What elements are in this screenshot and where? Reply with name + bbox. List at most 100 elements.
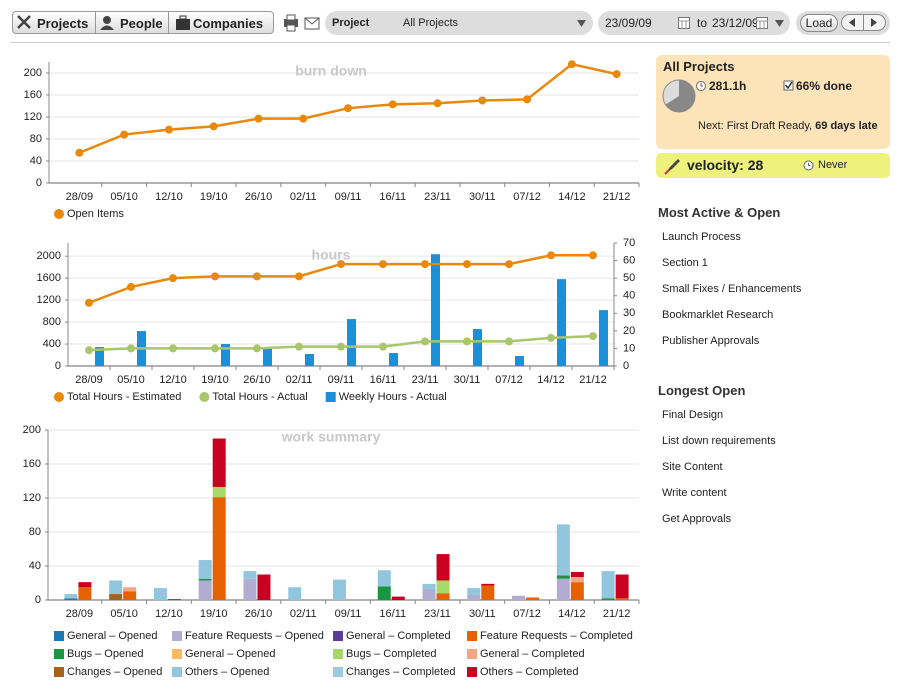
y-tick-label: 80	[30, 133, 42, 145]
y-tick-label: 0	[35, 594, 41, 606]
bar-segment	[422, 583, 436, 589]
rocket-icon	[664, 159, 680, 175]
project-link[interactable]: Site Content	[662, 461, 723, 473]
bar-segment	[556, 575, 570, 579]
series-point	[75, 148, 84, 157]
legend-label: Others – Completed	[480, 666, 578, 678]
next-text: Next: First Draft Ready,	[698, 120, 813, 132]
legend-swatch	[54, 667, 64, 677]
project-link[interactable]: Launch Process	[662, 231, 741, 243]
legend-swatch	[333, 667, 343, 677]
series-point	[388, 100, 397, 109]
bar-segment	[198, 580, 212, 600]
x-tick-label: 09/11	[335, 191, 362, 203]
y-tick-label: 400	[43, 338, 61, 350]
legend-label: Total Hours - Estimated	[67, 391, 181, 403]
dropdown-arrow	[577, 20, 586, 27]
y2-tick-label: 40	[623, 290, 635, 302]
project-link[interactable]: Section 1	[662, 257, 708, 269]
bar-segment	[570, 571, 584, 578]
x-tick-label: 21/12	[579, 374, 607, 386]
x-tick-label: 23/11	[424, 608, 451, 620]
project-link[interactable]: Final Design	[662, 409, 724, 421]
x-tick-label: 07/12	[495, 374, 523, 386]
x-tick-label: 16/11	[370, 374, 397, 386]
x-tick-label: 14/12	[558, 191, 586, 203]
date-from[interactable]: 23/09/09	[605, 16, 652, 30]
y-tick-label: 0	[36, 177, 42, 189]
x-tick-label: 21/12	[603, 608, 631, 620]
project-link[interactable]: Small Fixes / Enhancements	[662, 283, 802, 295]
summary-icons	[696, 80, 794, 91]
clock-icon	[803, 160, 814, 171]
series-point	[567, 60, 576, 69]
date-sep: to	[697, 16, 708, 30]
y-tick-label: 200	[24, 67, 42, 79]
nav-buttons[interactable]	[841, 14, 887, 32]
bar-segment	[198, 578, 212, 581]
project-link[interactable]: Write content	[662, 487, 727, 499]
tab-companies[interactable]: Companies	[168, 11, 274, 34]
bar	[473, 329, 482, 366]
series-point	[127, 344, 135, 353]
x-tick-label: 21/12	[603, 191, 631, 203]
summary-done: 66% done	[796, 79, 853, 93]
date-range[interactable]: 23/09/09 to 23/12/09	[598, 11, 790, 35]
y-tick-label: 120	[24, 111, 42, 123]
date-to[interactable]: 23/12/09	[712, 16, 759, 30]
tab-people[interactable]: People	[95, 11, 169, 34]
legend-label: Feature Requests – Completed	[480, 630, 633, 642]
legend-label: Changes – Completed	[346, 666, 455, 678]
print-email-icons[interactable]	[282, 13, 322, 33]
legend-label: General – Opened	[185, 648, 276, 660]
bar-segment	[64, 598, 78, 600]
x-tick-label: 30/11	[469, 191, 496, 203]
series-point	[169, 344, 177, 353]
load-button[interactable]: Load	[800, 14, 838, 32]
x-tick-label: 02/11	[290, 191, 317, 203]
tab-label[interactable]: Companies	[193, 16, 264, 31]
tab-icons	[17, 15, 190, 30]
load-label[interactable]: Load	[805, 16, 833, 30]
filter-value[interactable]: All Projects	[403, 17, 459, 29]
toolbar-divider	[10, 42, 890, 43]
series-point	[253, 344, 261, 353]
project-link[interactable]: Bookmarklet Research	[662, 309, 774, 321]
legend-label: General – Opened	[67, 630, 158, 642]
y-tick-label: 2000	[37, 250, 61, 262]
next-bold: 69 days	[815, 120, 856, 132]
tab-label[interactable]: Projects	[37, 16, 89, 31]
x-tick-label: 07/12	[513, 191, 541, 203]
project-link[interactable]: List down requirements	[662, 435, 776, 447]
tab-projects[interactable]: Projects	[12, 11, 96, 34]
legend-swatch	[172, 631, 182, 641]
y-tick-label: 0	[55, 360, 61, 372]
bar-segment	[78, 582, 92, 588]
series-point	[463, 337, 471, 346]
project-link[interactable]: Get Approvals	[662, 513, 732, 525]
project-link[interactable]: Publisher Approvals	[662, 335, 760, 347]
bar-segment	[377, 570, 391, 587]
bar	[557, 279, 566, 366]
series-point	[164, 125, 173, 134]
x-tick-label: 28/09	[66, 608, 94, 620]
legend-swatch	[467, 631, 477, 641]
bar	[221, 344, 230, 366]
project-filter[interactable]: Project All Projects	[325, 11, 593, 35]
tab-label[interactable]: People	[120, 16, 163, 31]
series-point	[478, 96, 487, 105]
x-tick-label: 12/10	[155, 608, 183, 620]
bar-segment	[123, 587, 137, 592]
bar-segment	[109, 594, 123, 600]
x-tick-label: 19/10	[201, 374, 229, 386]
calendar-icons[interactable]	[678, 17, 788, 30]
bar-segment	[436, 554, 450, 581]
summary-box: All Projects 281.1h 66% done Next: First…	[656, 55, 890, 149]
bar	[515, 356, 524, 366]
x-tick-label: 02/11	[286, 374, 313, 386]
legend-swatch	[467, 649, 477, 659]
legend-label: General – Completed	[480, 648, 585, 660]
bar-segment	[512, 595, 526, 600]
series-point	[253, 272, 261, 281]
series-point	[421, 337, 429, 346]
